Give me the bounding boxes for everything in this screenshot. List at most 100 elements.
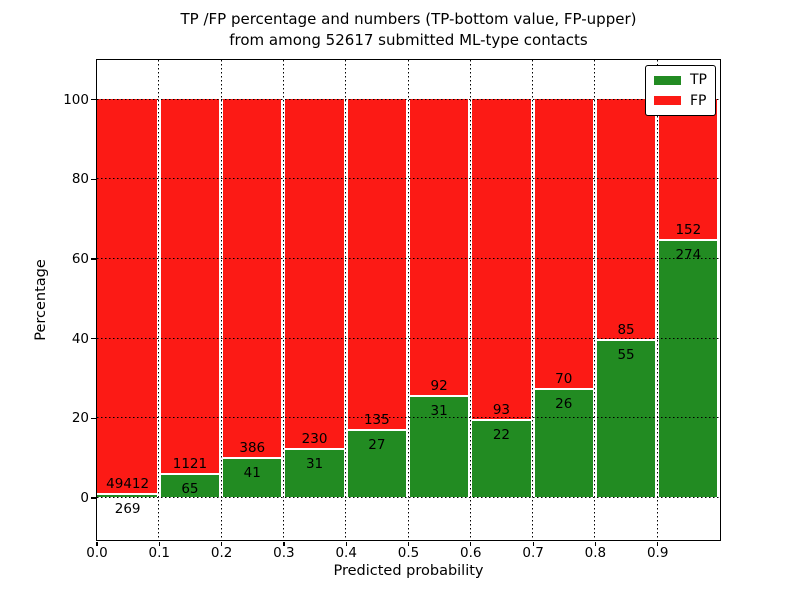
gridline-x-0.7	[532, 59, 534, 540]
x-tick-label-0.0: 0.0	[86, 545, 108, 561]
gridline-y-40	[96, 337, 720, 339]
y-tick-20	[91, 417, 96, 419]
bar-segment-fp-6	[472, 99, 531, 422]
x-tick-label-0.4: 0.4	[335, 545, 357, 561]
bar-segment-tp-5	[410, 396, 469, 498]
gridline-x-0.3	[282, 59, 284, 540]
gridline-x-0.2	[220, 59, 222, 540]
bar-segment-tp-7	[534, 389, 593, 498]
y-tick-0	[91, 497, 96, 499]
bar-label-tp-5: 31	[430, 402, 448, 419]
x-tick-0.6	[470, 541, 472, 546]
bar-label-tp-8: 55	[617, 346, 635, 363]
x-tick-0.1	[158, 541, 160, 546]
bar-segment-tp-6	[472, 421, 531, 498]
x-tick-0.5	[407, 541, 410, 546]
x-tick-0.8	[594, 541, 597, 546]
bar-segment-fp-1	[160, 99, 220, 476]
bar-label-fp-7: 70	[555, 370, 573, 387]
gridline-x-0.6	[469, 59, 471, 540]
bar-label-tp-7: 26	[555, 395, 573, 412]
x-axis-label: Predicted probability	[333, 563, 484, 579]
bar-segment-tp-9	[659, 241, 718, 498]
bar-segment-tp-8	[596, 340, 656, 498]
x-tick-label-0.5: 0.5	[397, 545, 420, 561]
bar-label-tp-0: 269	[114, 501, 141, 518]
bar-segment-fp-2	[223, 99, 282, 460]
legend-swatch-FP	[654, 96, 681, 106]
legend-item-FP: FP	[654, 93, 707, 109]
x-tick-0.7	[532, 541, 534, 546]
x-tick-0.0	[96, 541, 98, 546]
bar-segment-tp-4	[347, 430, 406, 498]
gridline-x-0.4	[345, 59, 347, 540]
x-tick-label-0.1: 0.1	[148, 545, 171, 561]
y-tick-60	[91, 258, 96, 260]
legend-label-TP: TP	[690, 72, 707, 89]
bar-segment-fp-4	[347, 99, 406, 431]
gridline-x-0.5	[407, 59, 409, 540]
y-tick-label-20: 20	[71, 410, 89, 427]
bar-label-fp-6: 93	[492, 402, 511, 419]
bar-label-fp-2: 386	[239, 440, 266, 457]
bar-label-tp-1: 65	[181, 481, 199, 498]
x-tick-0.9	[657, 541, 659, 546]
y-tick-label-60: 60	[71, 251, 89, 267]
gridline-y-0	[96, 496, 720, 498]
bar-segment-fp-7	[534, 99, 593, 390]
bar-label-tp-9: 274	[675, 247, 702, 264]
legend-swatch-TP	[654, 75, 681, 85]
bar-label-fp-4: 135	[363, 411, 390, 428]
gridline-y-20	[96, 417, 720, 419]
gridline-y-100	[96, 98, 720, 100]
y-tick-40	[91, 338, 96, 340]
chart-title-line1: TP /FP percentage and numbers (TP-bottom…	[180, 10, 637, 28]
bar-label-tp-4: 27	[368, 436, 386, 453]
x-tick-0.2	[221, 541, 223, 546]
legend: TP FP	[645, 65, 716, 116]
x-tick-label-0.3: 0.3	[273, 545, 295, 561]
y-tick-label-100: 100	[63, 91, 89, 108]
bar-segment-tp-1	[160, 475, 220, 498]
y-tick-label-0: 0	[80, 489, 89, 506]
chart-title: TP /FP percentage and numbers (TP-bottom…	[97, 9, 720, 51]
legend-item-TP: TP	[654, 72, 707, 88]
bar-segment-fp-9	[659, 99, 718, 242]
bar-segment-tp-2	[223, 459, 282, 498]
x-tick-label-0.6: 0.6	[460, 545, 482, 561]
plot-area: 49412 269 1121 65 386 41 230 31 135 27 92 31 93 22 70 2…	[95, 58, 721, 541]
y-tick-label-40: 40	[71, 330, 89, 347]
x-tick-0.3	[283, 541, 285, 546]
x-tick-label-0.7: 0.7	[522, 545, 544, 561]
gridline-x-0.9	[656, 59, 658, 540]
bar-label-tp-6: 22	[492, 427, 511, 444]
bar-label-tp-2: 41	[243, 465, 261, 482]
bar-segment-fp-5	[410, 99, 469, 397]
y-tick-100	[91, 99, 96, 101]
x-tick-0.4	[345, 541, 347, 546]
bar-segment-fp-0	[96, 99, 157, 496]
chart-title-line2: from among 52617 submitted ML-type conta…	[229, 31, 588, 49]
bar-label-fp-1: 1121	[172, 456, 208, 473]
legend-label-FP: FP	[690, 92, 707, 109]
x-tick-label-0.2: 0.2	[210, 545, 233, 561]
y-tick-label-80: 80	[71, 171, 89, 188]
x-tick-label-0.9: 0.9	[646, 545, 669, 561]
bar-label-tp-3: 31	[305, 456, 324, 473]
gridline-y-80	[96, 178, 720, 180]
bar-segment-tp-3	[285, 450, 344, 498]
bar-label-fp-9: 152	[675, 222, 702, 239]
bar-label-fp-0: 49412	[106, 476, 150, 493]
gridline-x-0.1	[158, 59, 160, 540]
y-tick-80	[91, 178, 96, 181]
bar-segment-tp-0	[96, 495, 157, 498]
gridline-x-0.8	[594, 59, 596, 540]
bar-segment-fp-8	[596, 99, 656, 341]
bar-label-fp-8: 85	[617, 321, 635, 338]
bar-segment-fp-3	[285, 99, 344, 451]
bar-label-fp-5: 92	[430, 377, 448, 394]
y-axis-label: Percentage	[33, 259, 49, 341]
gridline-y-60	[96, 258, 720, 259]
x-tick-label-0.8: 0.8	[584, 545, 607, 561]
